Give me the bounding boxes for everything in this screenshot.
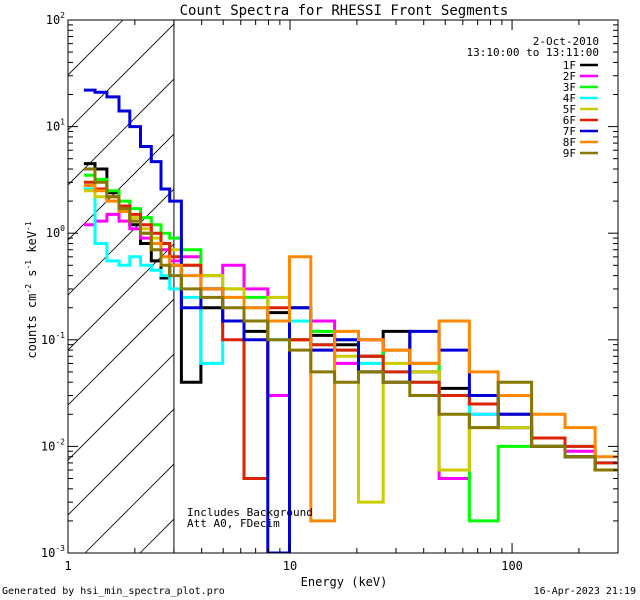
y-axis-label: counts cm-2 s-1 keV-1 xyxy=(24,221,39,358)
series-line-8F xyxy=(83,184,617,523)
legend-label-5F: 5F xyxy=(563,103,576,116)
legend-entry-4F: 4F xyxy=(563,92,598,105)
y-tick-label-1e-2: 10-2 xyxy=(41,437,65,453)
y-tick-label-1e-3: 10-3 xyxy=(41,544,65,560)
series-9F xyxy=(83,167,617,472)
series-5F xyxy=(83,189,617,504)
legend-entry-6F: 6F xyxy=(563,114,598,127)
date-label: 2-Oct-2010 xyxy=(533,35,599,48)
series-line-9F xyxy=(83,167,617,472)
legend-entry-5F: 5F xyxy=(563,103,598,116)
hatch-line xyxy=(250,20,640,553)
hatch-lines xyxy=(68,20,640,553)
series-7F xyxy=(83,88,617,553)
axis-ticks xyxy=(67,19,619,554)
legend-entry-7F: 7F xyxy=(563,125,598,138)
y-tick-label-1e0: 100 xyxy=(46,224,65,240)
hatch-line xyxy=(68,23,174,131)
series-3F xyxy=(83,173,617,523)
hatch-line xyxy=(68,20,69,21)
legend-label-7F: 7F xyxy=(563,125,576,138)
series-line-1F xyxy=(83,162,617,472)
legend-label-1F: 1F xyxy=(563,59,576,72)
legend-label-6F: 6F xyxy=(563,114,576,127)
series-line-5F xyxy=(83,189,617,504)
y-tick-label-1e-1: 10-1 xyxy=(41,331,65,347)
hatch-line xyxy=(84,463,174,553)
hatch-line xyxy=(305,20,640,553)
legend-label-8F: 8F xyxy=(563,136,576,149)
legend-label-2F: 2F xyxy=(563,70,576,83)
annotation-attenuator: Att A0, FDecim xyxy=(187,517,280,530)
plot-frame xyxy=(67,19,619,554)
series-line-7F xyxy=(83,88,617,553)
legend-entry-3F: 3F xyxy=(563,81,598,94)
series-group xyxy=(83,88,617,553)
hatch-line xyxy=(415,20,640,553)
series-line-3F xyxy=(83,173,617,523)
y-tick-labels: 10-3 10-2 10-1 100 101 102 xyxy=(41,11,65,560)
x-tick-label-1: 1 xyxy=(64,559,71,573)
hatch-line xyxy=(68,243,174,351)
legend-entry-2F: 2F xyxy=(563,70,598,83)
hatch-line xyxy=(68,20,124,76)
legend-label-4F: 4F xyxy=(563,92,576,105)
x-tick-label-100: 100 xyxy=(501,559,523,573)
hatched-region xyxy=(68,20,640,553)
hatch-line xyxy=(525,20,640,553)
series-1F xyxy=(83,162,617,472)
hatch-line xyxy=(635,20,640,553)
hatch-line xyxy=(360,20,640,553)
hatch-line xyxy=(68,188,174,296)
legend-entry-1F: 1F xyxy=(563,59,598,72)
x-tick-label-10: 10 xyxy=(283,559,297,573)
hatch-line xyxy=(580,20,640,553)
y-tick-label-1e1: 101 xyxy=(46,118,65,134)
chart-title: Count Spectra for RHESSI Front Segments xyxy=(180,3,509,19)
hatch-line xyxy=(68,408,174,516)
legend-entry-9F: 9F xyxy=(563,147,598,160)
hatch-line xyxy=(470,20,640,553)
footer-timestamp: 16-Apr-2023 21:19 xyxy=(534,586,636,597)
annotation-background: Includes Background xyxy=(187,506,313,519)
footer-generated-by: Generated by hsi_min_spectra_plot.pro xyxy=(2,586,225,597)
series-4F xyxy=(83,187,617,465)
time-range-label: 13:10:00 to 13:11:00 xyxy=(467,46,599,59)
legend-label-9F: 9F xyxy=(563,147,576,160)
hatch-line xyxy=(68,78,174,186)
series-8F xyxy=(83,184,617,523)
legend-entry-8F: 8F xyxy=(563,136,598,149)
series-line-4F xyxy=(83,187,617,465)
legend-label-3F: 3F xyxy=(563,81,576,94)
y-tick-label-1e2: 102 xyxy=(46,11,65,27)
legend: 1F 2F 3F 4F 5F 6F 7F 8F 9F xyxy=(563,59,598,160)
x-axis-label: Energy (keV) xyxy=(301,575,388,589)
